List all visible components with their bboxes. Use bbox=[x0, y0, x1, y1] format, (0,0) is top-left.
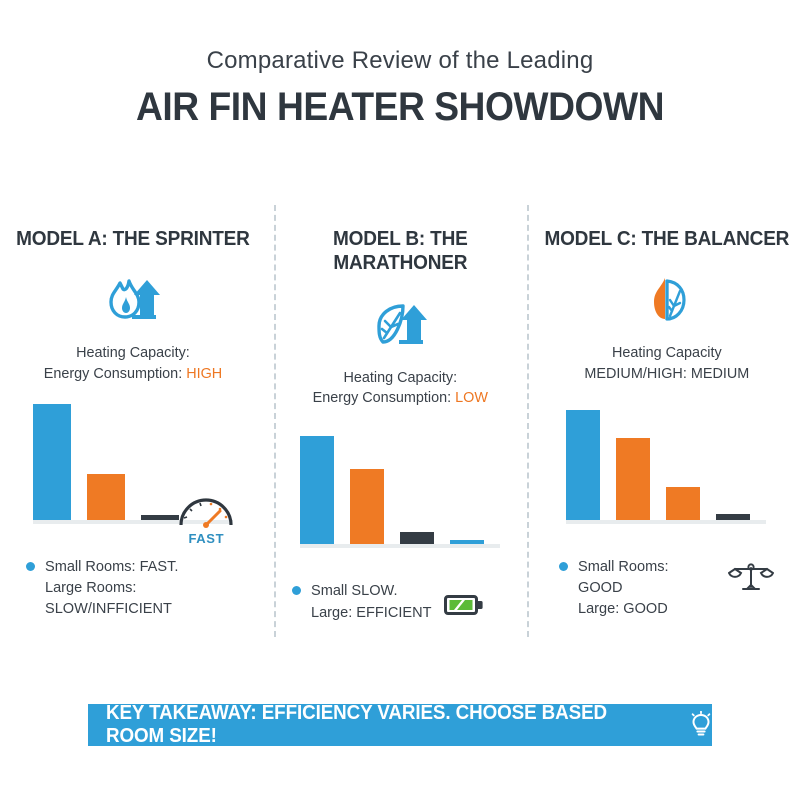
model-b-capacity-line2: Energy Consumption: LOW bbox=[312, 388, 487, 408]
speedometer-icon bbox=[179, 498, 233, 528]
model-b-chart bbox=[299, 418, 500, 549]
page-subtitle: Comparative Review of the Leading bbox=[206, 47, 594, 74]
model-c-bars bbox=[566, 394, 766, 520]
bar bbox=[87, 473, 126, 520]
model-a-capacity: Heating Capacity: Energy Consumption: HI… bbox=[44, 343, 222, 384]
chart-baseline bbox=[566, 519, 767, 524]
flame-leaf-icon bbox=[638, 269, 694, 331]
lightbulb-icon bbox=[690, 711, 712, 739]
model-c-bullet-text: Small Rooms: GOOD Large: GOOD bbox=[577, 557, 669, 618]
bullet-dot-icon bbox=[25, 561, 35, 571]
chart-baseline bbox=[299, 544, 500, 549]
balance-scales-icon bbox=[727, 562, 775, 599]
gauge-label: FAST bbox=[188, 530, 225, 546]
bar bbox=[449, 540, 484, 545]
model-b-energy-label: Energy Consumption: bbox=[312, 389, 451, 407]
column-divider-2 bbox=[527, 205, 529, 637]
model-c-energy-value: MEDIUM bbox=[690, 364, 749, 382]
model-c-bullet: Small Rooms: GOOD Large: GOOD bbox=[558, 556, 775, 620]
model-a-bars bbox=[33, 394, 233, 520]
speedometer-gauge: FAST bbox=[175, 494, 237, 546]
model-a-bullet: Small Rooms: FAST. Large Rooms: SLOW/INF… bbox=[25, 556, 241, 620]
model-a-bullet-text: Small Rooms: FAST. Large Rooms: SLOW/INF… bbox=[44, 557, 179, 618]
leaf-up-arrow-icon bbox=[369, 294, 431, 356]
model-column-c: MODEL C: THE BALANCER Heating Capacity M… bbox=[533, 205, 800, 637]
page-title: AIR FIN HEATER SHOWDOWN bbox=[136, 85, 664, 130]
model-c-energy-label: MEDIUM/HIGH: bbox=[584, 364, 687, 382]
key-takeaway-banner: KEY TAKEAWAY: EFFICIENCY VARIES. CHOOSE … bbox=[88, 702, 712, 747]
bullet-dot-icon bbox=[558, 561, 568, 571]
bar bbox=[566, 409, 601, 520]
model-b-capacity: Heating Capacity: Energy Consumption: LO… bbox=[312, 368, 487, 409]
model-a-capacity-line1: Heating Capacity: bbox=[76, 344, 191, 362]
model-columns: MODEL A: THE SPRINTER Heating Capacity: … bbox=[0, 205, 800, 637]
model-a-energy-label: Energy Consumption: bbox=[44, 364, 183, 382]
model-b-bullet-text: Small SLOW. Large: EFFICIENT bbox=[311, 582, 432, 621]
model-a-chart: FAST bbox=[33, 394, 234, 546]
bar bbox=[666, 486, 701, 520]
model-b-bars bbox=[299, 418, 500, 545]
model-a-title: MODEL A: THE SPRINTER bbox=[16, 228, 251, 250]
model-c-capacity: Heating Capacity MEDIUM/HIGH: MEDIUM bbox=[584, 343, 749, 384]
bar bbox=[141, 514, 180, 520]
bar bbox=[399, 532, 434, 545]
model-c-chart bbox=[566, 394, 767, 524]
model-b-capacity-line1: Heating Capacity: bbox=[343, 368, 457, 386]
column-divider-1 bbox=[274, 205, 276, 637]
page-header: Comparative Review of the Leading AIR FI… bbox=[0, 0, 800, 128]
model-column-a: MODEL A: THE SPRINTER Heating Capacity: … bbox=[0, 205, 267, 637]
model-c-title: MODEL C: THE BALANCER bbox=[544, 228, 789, 250]
model-b-energy-value: LOW bbox=[454, 389, 488, 407]
bar bbox=[616, 437, 651, 520]
battery-icon bbox=[443, 594, 484, 621]
key-takeaway-text: KEY TAKEAWAY: EFFICIENCY VARIES. CHOOSE … bbox=[106, 702, 608, 747]
model-a-capacity-line2: Energy Consumption: HIGH bbox=[44, 364, 222, 384]
bar bbox=[299, 436, 334, 545]
flame-up-arrow-icon bbox=[102, 269, 164, 331]
bar bbox=[716, 513, 751, 520]
model-b-title: MODEL B: THE MARATHONER bbox=[332, 228, 468, 275]
model-c-capacity-line1: Heating Capacity bbox=[611, 344, 722, 362]
model-a-energy-value: HIGH bbox=[186, 364, 223, 382]
model-c-capacity-line2: MEDIUM/HIGH: MEDIUM bbox=[584, 364, 749, 384]
bullet-dot-icon bbox=[292, 586, 302, 596]
model-column-b: MODEL B: THE MARATHONER Heating Capacity… bbox=[267, 205, 534, 637]
bar bbox=[349, 469, 384, 545]
model-b-bullet: Small SLOW. Large: EFFICIENT bbox=[292, 580, 507, 623]
chart-baseline bbox=[33, 519, 234, 524]
bar bbox=[33, 403, 72, 520]
